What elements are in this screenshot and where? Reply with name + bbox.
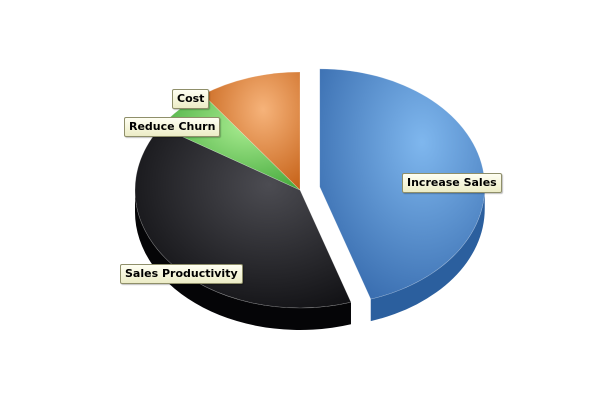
data-label-increase-sales: Increase Sales [402,173,502,193]
data-label-sales-productivity: Sales Productivity [120,264,243,284]
data-label-reduce-churn: Reduce Churn [124,117,221,137]
slice-side-increase-sales [370,186,485,322]
slice-side-sales-productivity [135,190,351,330]
data-label-cost: Cost [172,89,210,109]
slice-sales-productivity[interactable] [134,126,352,309]
